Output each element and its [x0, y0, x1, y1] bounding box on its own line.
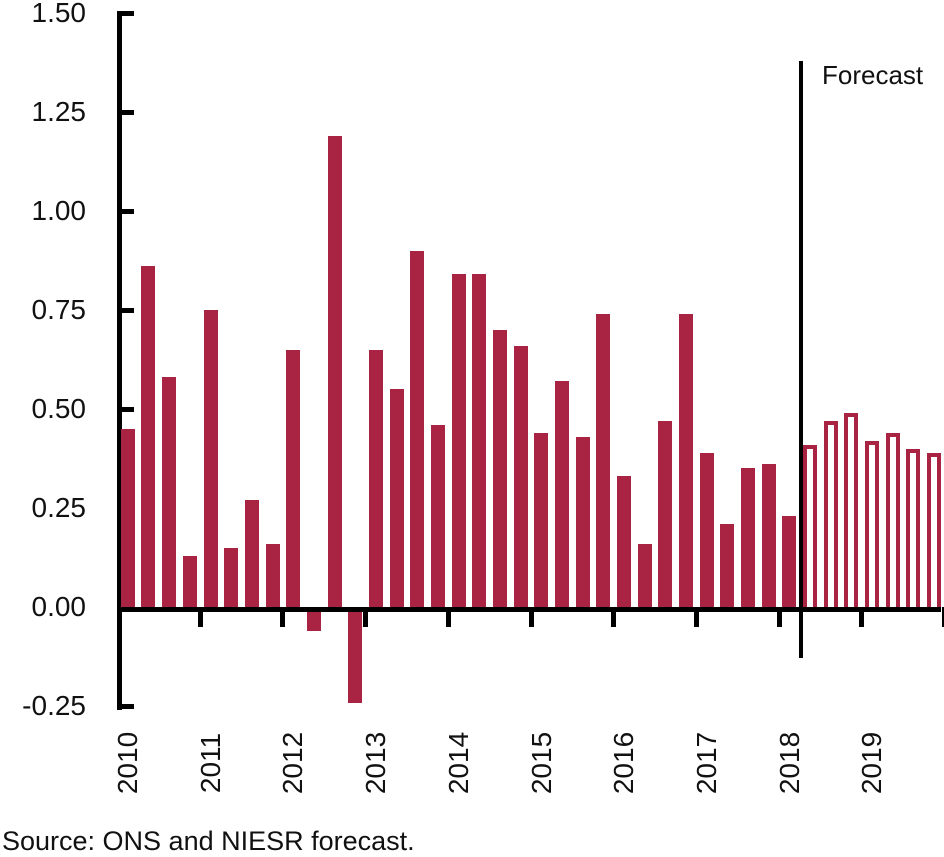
bar-2011-q2 — [224, 547, 239, 607]
y-tick — [117, 703, 134, 709]
y-axis-line — [117, 11, 122, 710]
x-tick — [693, 607, 699, 627]
forecast-bar-2019-q4 — [927, 452, 942, 607]
bar-2015-q3 — [575, 436, 590, 607]
x-tick — [445, 607, 451, 627]
y-tick-label: 0.25 — [31, 492, 87, 523]
bar-2012-q4 — [348, 612, 363, 703]
year-label-2017: 2017 — [690, 731, 722, 795]
bar-2014-q3 — [492, 329, 507, 607]
bar-2012-q2 — [306, 612, 321, 632]
bar-2011-q4 — [265, 543, 280, 607]
forecast-bar-2019-q3 — [906, 448, 921, 607]
bar-2013-q2 — [389, 389, 404, 607]
bar-2010-q2 — [141, 266, 156, 607]
year-label-2018: 2018 — [773, 731, 805, 795]
x-tick — [942, 607, 944, 627]
forecast-bar-2019-q1 — [865, 440, 880, 607]
x-tick — [197, 607, 203, 627]
y-tick-label: 1.25 — [31, 96, 87, 127]
y-tick-label: 1.00 — [31, 195, 87, 226]
year-label-2012: 2012 — [277, 731, 309, 795]
bar-2015-q2 — [554, 381, 569, 607]
y-tick-label: -0.25 — [22, 690, 86, 721]
x-tick — [528, 607, 534, 627]
forecast-divider-line — [799, 61, 803, 658]
x-tick — [611, 607, 617, 627]
y-tick-label: 0.75 — [31, 294, 87, 325]
y-tick — [117, 10, 134, 16]
y-tick — [117, 208, 134, 214]
bar-2015-q1 — [534, 432, 549, 607]
bar-2012-q1 — [286, 349, 301, 607]
year-label-2015: 2015 — [525, 731, 557, 795]
year-label-2013: 2013 — [360, 731, 392, 795]
bar-2017-q2 — [720, 523, 735, 607]
year-label-2010: 2010 — [112, 731, 143, 795]
y-tick-label: 0.00 — [31, 591, 87, 622]
bar-2010-q1 — [120, 428, 135, 607]
bar-2016-q2 — [637, 543, 652, 607]
y-tick-label: 0.50 — [31, 393, 87, 424]
year-label-2011: 2011 — [194, 732, 226, 794]
bar-2011-q1 — [203, 310, 218, 607]
bar-2011-q3 — [244, 500, 259, 607]
bar-2014-q2 — [472, 274, 487, 607]
x-tick — [776, 607, 782, 627]
forecast-label: Forecast — [822, 60, 924, 90]
y-tick — [117, 406, 134, 412]
bar-2013-q4 — [430, 424, 445, 607]
y-tick — [117, 109, 134, 115]
bar-2014-q4 — [513, 345, 528, 607]
x-tick — [280, 607, 286, 627]
bar-2017-q1 — [699, 452, 714, 607]
forecast-bar-2019-q2 — [885, 432, 900, 607]
bar-2016-q3 — [658, 420, 673, 607]
bar-2014-q1 — [451, 274, 466, 607]
bar-2018-q1 — [782, 515, 797, 607]
bar-2013-q3 — [410, 250, 425, 607]
forecast-bar-2018-q4 — [844, 412, 859, 607]
forecast-bar-2018-q2 — [803, 444, 818, 607]
bar-2013-q1 — [368, 349, 383, 607]
y-tick — [117, 307, 134, 313]
bar-2016-q1 — [617, 476, 631, 607]
bar-2017-q3 — [741, 468, 756, 607]
bar-2010-q3 — [162, 377, 177, 607]
source-caption: Source: ONS and NIESR forecast. — [2, 826, 415, 856]
bar-2016-q4 — [679, 313, 694, 607]
bar-2010-q4 — [182, 555, 197, 607]
year-label-2016: 2016 — [608, 731, 640, 795]
x-tick — [363, 607, 369, 627]
bar-2017-q4 — [761, 464, 776, 607]
bar-2012-q3 — [327, 135, 342, 607]
x-tick — [859, 607, 865, 627]
year-label-2014: 2014 — [442, 731, 474, 795]
zero-axis-line — [117, 607, 941, 612]
forecast-bar-2018-q3 — [823, 420, 838, 607]
y-tick-label: 1.50 — [31, 0, 87, 28]
year-label-2019: 2019 — [856, 731, 888, 795]
bar-2015-q4 — [596, 313, 611, 607]
